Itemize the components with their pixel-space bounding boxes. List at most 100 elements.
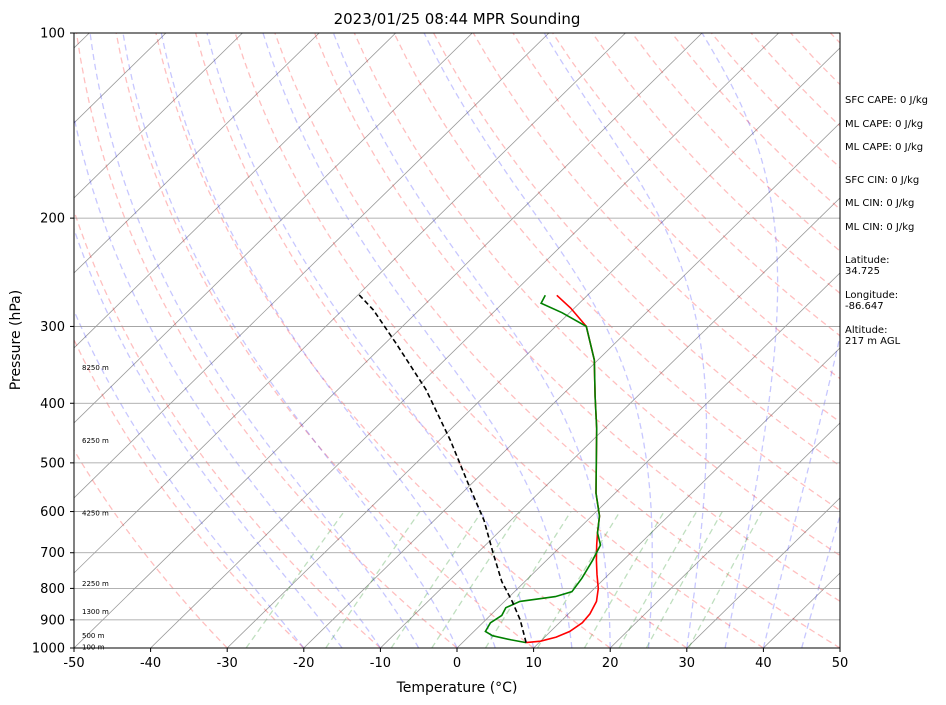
height-label: 2250 m	[82, 580, 109, 588]
height-label: 500 m	[82, 632, 105, 640]
ml-cin: ML CIN: 0 J/kg	[845, 198, 915, 209]
dry-adiabat	[74, 338, 305, 648]
isotherm-line	[74, 33, 703, 648]
moist-adiabat	[74, 309, 305, 648]
x-axis-label: Temperature (°C)	[396, 680, 518, 696]
dry-adiabat	[313, 33, 840, 603]
dry-adiabat	[74, 208, 381, 648]
x-tick-label: -10	[370, 656, 391, 671]
moist-adiabat	[423, 33, 653, 648]
y-tick-label: 700	[40, 546, 65, 561]
moist-adiabat	[543, 33, 708, 648]
isotherm-line	[533, 347, 840, 648]
dry-adiabat	[512, 33, 840, 380]
isotherm-line	[74, 33, 550, 499]
profiles	[358, 293, 602, 644]
moist-adiabat	[89, 33, 420, 648]
height-label: 8250 m	[82, 364, 109, 372]
x-tick-label: 30	[679, 656, 696, 671]
dry-adiabat	[75, 33, 458, 648]
isotherm-line	[74, 33, 320, 274]
height-label: 100 m	[82, 644, 105, 652]
isotherm-line	[609, 422, 840, 648]
dry-adiabat	[552, 33, 840, 337]
x-tick-label: -50	[63, 656, 84, 671]
dry-adiabat	[353, 33, 840, 557]
moist-adiabat	[701, 33, 779, 648]
mixing-ratio-line	[583, 511, 665, 648]
moist-adiabat	[122, 33, 458, 648]
y-tick-label: 200	[40, 212, 65, 227]
height-label: 6250 m	[82, 437, 109, 445]
y-tick-label: 600	[40, 505, 65, 520]
y-axis-label: Pressure (hPa)	[8, 290, 24, 390]
x-axis: -50 -40 -30 -20 -10 0 10 20 30 40 50	[63, 648, 848, 671]
moist-adiabat	[801, 513, 840, 648]
x-tick-label: 40	[755, 656, 772, 671]
x-tick-label: -20	[293, 656, 314, 671]
x-tick-label: 10	[525, 656, 542, 671]
moist-adiabat	[206, 33, 535, 648]
dry-adiabat	[433, 33, 840, 467]
y-tick-label: 1000	[32, 642, 65, 657]
isotherm-line	[74, 33, 473, 424]
chart-title: 2023/01/25 08:44 MPR Sounding	[334, 10, 581, 28]
isotherm-line	[686, 497, 840, 648]
background-lines	[74, 33, 840, 648]
height-label: 4250 m	[82, 509, 109, 517]
moist-adiabat	[160, 33, 496, 648]
x-tick-label: 50	[832, 656, 849, 671]
isotherm-line	[74, 33, 167, 124]
mixing-ratio-line	[536, 511, 621, 648]
longitude: Longitude: -86.647	[845, 290, 899, 312]
dry-adiabat	[155, 33, 611, 648]
x-tick-label: -40	[140, 656, 161, 671]
mixing-ratio-line	[688, 511, 763, 648]
y-tick-label: 500	[40, 456, 65, 471]
sfc-cin: SFC CIN: 0 J/kg	[845, 175, 920, 186]
mixing-ratio-line	[618, 511, 698, 648]
dry-adiabat	[234, 33, 764, 648]
moist-adiabat	[74, 114, 381, 648]
ml-cin: ML CIN: 0 J/kg	[845, 222, 915, 233]
dry-adiabat	[472, 33, 840, 423]
mixing-ratio-line	[645, 511, 723, 648]
y-tick-label: 800	[40, 582, 65, 597]
isotherm-line	[150, 33, 779, 648]
dry-adiabat	[74, 448, 228, 648]
ml-cape: ML CAPE: 0 J/kg	[845, 142, 924, 153]
isotherm-line	[74, 33, 243, 199]
isotherm-line	[74, 33, 626, 574]
isotherm-line	[456, 272, 840, 648]
isotherm-line	[303, 122, 840, 648]
dry-adiabat	[274, 33, 840, 648]
height-labels: 8250 m 6250 m 4250 m 2250 m 1300 m 500 m 100 m	[82, 364, 109, 652]
dry-adiabat	[393, 33, 840, 512]
mixing-ratio-line	[325, 511, 421, 648]
isotherm-line	[380, 197, 840, 648]
latitude: Latitude: 34.725	[845, 255, 890, 277]
dry-adiabat	[591, 33, 840, 295]
plot-frame	[73, 32, 841, 649]
x-tick-label: -30	[217, 656, 238, 671]
isotherm-line	[74, 33, 396, 349]
moist-adiabat	[762, 333, 840, 648]
y-tick-label: 400	[40, 397, 65, 412]
moist-adiabat	[74, 227, 343, 648]
isotherm-line	[226, 47, 840, 648]
profile-line	[358, 293, 527, 643]
isobar-grid	[74, 33, 840, 648]
ml-cape: ML CAPE: 0 J/kg	[845, 119, 924, 130]
y-tick-label: 900	[40, 613, 65, 628]
moist-adiabat	[332, 33, 611, 648]
sfc-cape: SFC CAPE: 0 J/kg	[845, 95, 928, 106]
dry-adiabat	[194, 33, 688, 648]
altitude: Altitude: 217 m AGL	[845, 325, 901, 347]
x-tick-label: 20	[602, 656, 619, 671]
dry-adiabat	[115, 33, 534, 648]
moist-adiabat	[262, 33, 573, 648]
profile-line	[484, 294, 602, 644]
y-tick-label: 300	[40, 320, 65, 335]
height-label: 1300 m	[82, 608, 109, 616]
